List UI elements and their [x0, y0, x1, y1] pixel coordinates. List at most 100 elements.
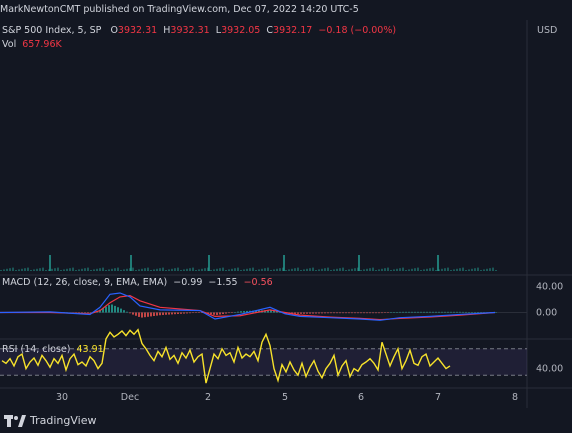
- macd-histogram-bar: [312, 312, 314, 314]
- volume-bar: [42, 267, 44, 271]
- macd-histogram-bar: [90, 312, 92, 314]
- volume-bar: [399, 268, 401, 271]
- volume-bar: [489, 268, 491, 271]
- macd-histogram-bar: [381, 312, 383, 314]
- macd-histogram-bar: [114, 305, 116, 313]
- volume-bar: [324, 268, 326, 271]
- volume-bar: [318, 269, 320, 271]
- macd-histogram-bar: [267, 310, 269, 313]
- symbol-label[interactable]: S&P 500 Index, 5, SP: [2, 25, 102, 36]
- macd-histogram-bar: [471, 312, 473, 313]
- volume-bar: [267, 267, 269, 271]
- volume-bar: [468, 269, 470, 271]
- volume-bar: [51, 268, 53, 271]
- volume-bar: [465, 270, 467, 271]
- volume-bar: [30, 270, 32, 271]
- rsi-label[interactable]: RSI (14, close): [2, 344, 71, 355]
- macd-histogram-bar: [138, 312, 140, 317]
- volume-bar: [327, 267, 329, 271]
- volume-bar: [330, 270, 332, 271]
- volume-bar: [87, 267, 89, 271]
- volume-bar: [225, 270, 227, 271]
- volume-bar: [417, 267, 419, 271]
- volume-bar: [432, 267, 434, 271]
- macd-histogram-bar: [474, 312, 476, 313]
- volume-bar: [93, 269, 95, 271]
- volume-bar: [234, 268, 236, 271]
- volume-bar: [105, 270, 107, 271]
- macd-histogram-bar: [429, 311, 431, 313]
- macd-histogram-bar: [210, 312, 212, 315]
- rsi-pane: [0, 328, 527, 384]
- high-label: H: [163, 25, 171, 36]
- chart-canvas[interactable]: USD4100.004075.004050.004025.004000.0039…: [0, 0, 572, 408]
- close-value: 3932.17: [273, 25, 313, 36]
- volume-bar: [69, 268, 71, 271]
- volume-bar: [471, 268, 473, 271]
- macd-histogram-bar: [276, 311, 278, 313]
- volume-bar: [201, 268, 203, 271]
- macd-label[interactable]: MACD (12, 26, close, 9, EMA, EMA): [2, 277, 168, 288]
- volume-bar: [144, 268, 146, 271]
- volume-bar: [75, 270, 77, 271]
- macd-histogram-bar: [468, 311, 470, 313]
- volume-bar: [9, 268, 11, 271]
- volume-bar: [165, 270, 167, 271]
- macd-histogram-bar: [423, 311, 425, 313]
- open-label: O: [110, 25, 118, 36]
- macd-histogram-bar: [123, 310, 125, 313]
- volume-bar: [411, 268, 413, 271]
- volume-bar: [186, 268, 188, 271]
- macd-histogram-bar: [231, 312, 233, 313]
- volume-bar: [177, 267, 179, 271]
- grid-lines: [0, 20, 572, 408]
- macd-histogram-bar: [126, 311, 128, 313]
- volume-spike: [130, 255, 132, 271]
- macd-histogram-bar: [339, 312, 341, 314]
- time-tick-label: 30: [56, 392, 68, 403]
- macd-histogram-bar: [384, 312, 386, 313]
- macd-histogram-bar: [495, 312, 497, 313]
- macd-histogram-bar: [102, 308, 104, 313]
- volume-bar: [210, 270, 212, 271]
- volume-bar: [273, 269, 275, 271]
- volume-bar: [378, 269, 380, 271]
- macd-histogram-bar: [462, 311, 464, 313]
- volume-bar: [168, 269, 170, 271]
- volume-bar: [369, 268, 371, 271]
- macd-histogram-bar: [228, 312, 230, 314]
- macd-histogram-bar: [168, 312, 170, 315]
- chart-background: [0, 20, 572, 408]
- macd-histogram-bar: [294, 312, 296, 314]
- macd-histogram-bar: [441, 311, 443, 313]
- time-tick-label: 2: [205, 392, 211, 403]
- macd-histogram-bar: [300, 312, 302, 314]
- y-axis-unit-label: USD: [537, 25, 557, 36]
- volume-bar: [393, 269, 395, 271]
- volume-bar: [36, 268, 38, 271]
- volume-bar: [333, 269, 335, 271]
- footer-brand[interactable]: TradingView: [30, 414, 97, 427]
- volume-bar: [420, 270, 422, 271]
- macd-histogram-bar: [399, 311, 401, 313]
- volume-bar: [480, 270, 482, 271]
- volume-bar: [285, 270, 287, 271]
- volume-bar: [240, 270, 242, 271]
- volume-bar: [153, 269, 155, 271]
- macd-histogram-bar: [165, 312, 167, 315]
- macd-histogram-bar: [450, 311, 452, 313]
- macd-histogram-bar: [414, 311, 416, 313]
- volume-bar: [360, 270, 362, 271]
- volume-bar: [183, 269, 185, 271]
- macd-histogram-bar: [366, 312, 368, 314]
- macd-histogram-bar: [456, 311, 458, 313]
- volume-bar: [228, 269, 230, 271]
- volume-bar: [159, 268, 161, 271]
- macd-histogram-bar: [303, 312, 305, 314]
- volume-bar: [423, 269, 425, 271]
- volume-spike: [208, 255, 210, 271]
- macd-histogram-bar: [120, 308, 122, 313]
- macd-histogram-bar: [315, 312, 317, 314]
- volume-bar: [306, 268, 308, 271]
- macd-histogram-bar: [480, 312, 482, 313]
